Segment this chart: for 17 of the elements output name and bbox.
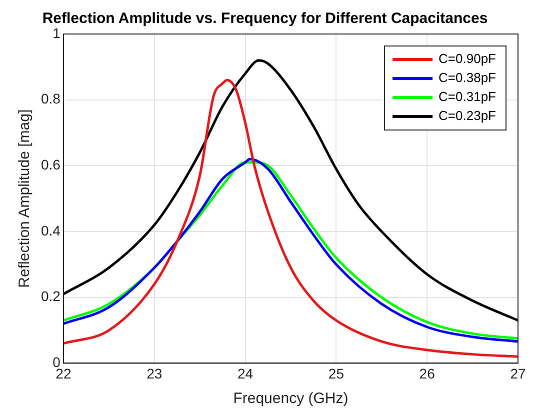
y-axis-title: Reflection Amplitude [mag] [16,109,34,288]
chart-title: Reflection Amplitude vs. Frequency for Different Capacitances [42,10,488,28]
x-tick-label: 24 [237,365,254,382]
legend-label: C=0.90pF [438,51,496,66]
y-tick-label: 0.4 [40,222,61,238]
legend-label: C=0.23pF [438,108,496,124]
x-tick-label: 27 [510,365,526,382]
x-axis-title: Frequency (GHz) [233,390,348,408]
legend-label: C=0.31pF [438,89,496,104]
x-tick-label: 23 [146,365,162,382]
y-tick-label: 1 [52,24,61,41]
x-tick-label: 26 [419,365,436,382]
y-tick-label: 0.6 [40,156,61,173]
y-tick-label: 0.2 [40,288,61,304]
legend-label: C=0.38pF [438,70,496,86]
x-tick-label: 25 [328,365,344,382]
y-tick-label: 0.8 [40,90,61,107]
